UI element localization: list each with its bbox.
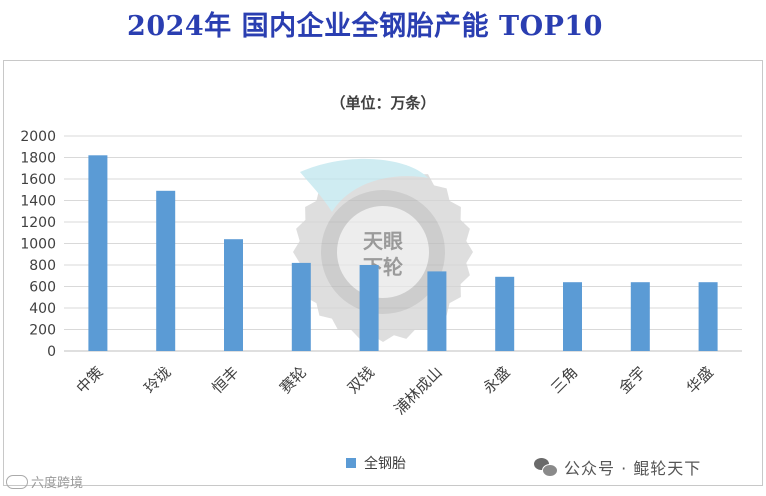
y-tick-label: 1000 — [20, 237, 56, 253]
y-tick-label: 1200 — [20, 215, 56, 231]
x-tick-label: 永盛 — [480, 363, 514, 397]
legend-swatch — [346, 458, 356, 468]
y-tick-label: 1800 — [20, 151, 56, 167]
y-tick-label: 400 — [29, 301, 56, 317]
x-tick-labels: 中策 玲珑 恒丰 赛轮 双钱 浦林成山 永盛 三角 金宇 华盛 — [73, 363, 717, 418]
y-tick-label: 2000 — [20, 129, 56, 145]
y-tick-label: 800 — [29, 258, 56, 274]
wechat-account: 公众号 · 鲲轮天下 — [564, 459, 702, 478]
y-tick-label: 0 — [47, 344, 56, 360]
bar-中策 — [88, 155, 108, 351]
x-tick-label: 赛轮 — [276, 363, 310, 397]
watermark-wing — [300, 158, 428, 212]
x-tick-label: 双钱 — [344, 363, 378, 397]
bar-恒丰 — [224, 239, 243, 351]
bar-永盛 — [495, 276, 515, 351]
wechat-icon — [534, 458, 558, 477]
y-tick-label: 200 — [29, 323, 56, 339]
y-tick-labels: 0 200 400 600 800 1000 1200 1400 1600 1800 2000 — [20, 129, 56, 360]
bar-赛轮 — [291, 262, 311, 351]
bar-华盛 — [698, 282, 718, 351]
bar-双钱 — [359, 265, 379, 351]
bars — [88, 155, 718, 351]
corner-watermark: 六度跨境 — [6, 472, 83, 491]
y-tick-label: 1400 — [20, 194, 56, 210]
legend: 全钢胎 — [346, 453, 406, 473]
bar-金宇 — [630, 282, 650, 351]
x-tick-label: 中策 — [73, 363, 107, 397]
x-tick-label: 玲珑 — [141, 363, 175, 397]
chart-subtitle: （单位：万条） — [330, 94, 436, 112]
x-tick-label: 三角 — [547, 363, 581, 397]
wechat-credit: 公众号 · 鲲轮天下 — [534, 455, 701, 479]
bar-浦林成山 — [427, 271, 447, 351]
x-tick-label: 金宇 — [615, 363, 649, 397]
watermark-text-top: 天眼 — [363, 229, 403, 253]
bar-玲珑 — [156, 190, 176, 351]
x-tick-label: 华盛 — [683, 363, 717, 397]
y-tick-label: 600 — [29, 280, 56, 296]
legend-label: 全钢胎 — [364, 456, 406, 472]
x-tick-label: 浦林成山 — [391, 363, 446, 418]
corner-watermark-text: 六度跨境 — [31, 476, 84, 491]
x-tick-label: 恒丰 — [208, 363, 242, 397]
brand-icon — [6, 474, 28, 489]
bar-三角 — [563, 282, 582, 351]
chart-title: 2024年 国内企业全钢胎产能 TOP10 — [127, 11, 603, 42]
y-tick-label: 1600 — [20, 172, 56, 188]
